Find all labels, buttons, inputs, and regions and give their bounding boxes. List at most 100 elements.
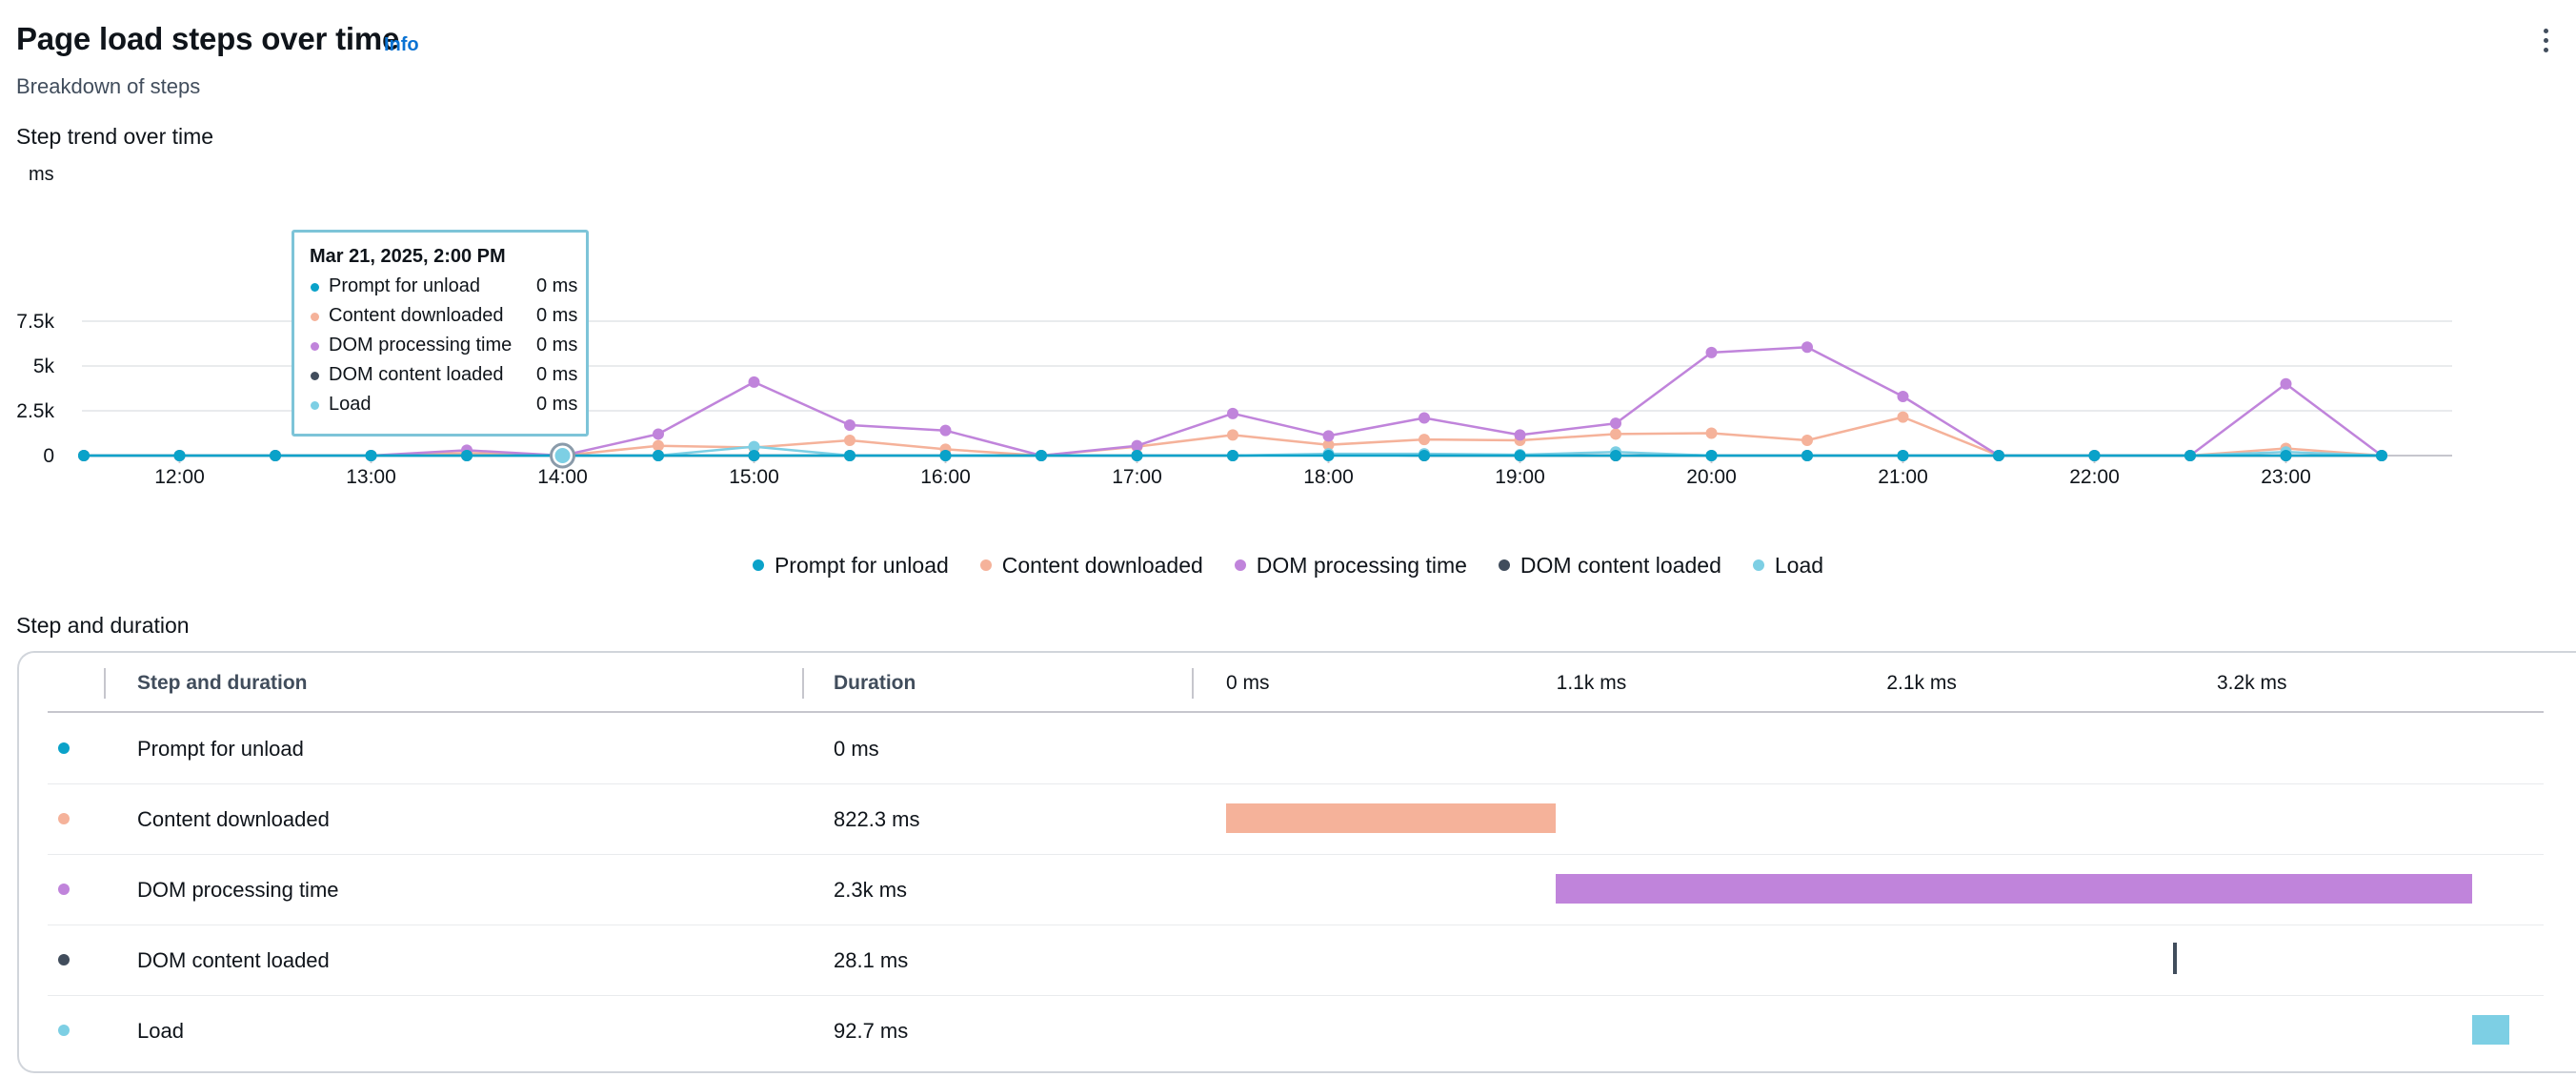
data-point [1705, 450, 1718, 461]
page-subtitle: Breakdown of steps [16, 74, 201, 98]
series-dot-icon [58, 954, 70, 965]
column-header-step[interactable]: Step and duration [137, 672, 308, 694]
y-tick-label: 7.5k [16, 311, 54, 333]
column-resizer[interactable] [802, 668, 804, 699]
x-tick-label: 13:00 [346, 466, 396, 488]
duration-bar [2472, 1015, 2510, 1045]
tooltip-series-value: 0 ms [536, 394, 578, 415]
data-point [1322, 450, 1335, 461]
data-point [1131, 450, 1143, 461]
data-point [1514, 450, 1526, 461]
chart-legend: Prompt for unload Content downloaded DOM… [0, 551, 2576, 579]
data-point [365, 450, 377, 461]
step-duration: 822.3 ms [834, 807, 920, 831]
series-dot-icon [58, 1025, 70, 1036]
x-tick-label: 21:00 [1878, 466, 1928, 488]
data-point [270, 450, 281, 461]
legend-item-content-downloaded[interactable]: Content downloaded [979, 551, 1203, 579]
duration-bar [1226, 803, 1557, 833]
x-tick-label: 23:00 [2261, 466, 2311, 488]
data-point [653, 450, 664, 461]
data-point [1419, 434, 1430, 446]
legend-item-dom-processing-time[interactable]: DOM processing time [1234, 551, 1467, 579]
timeline-axis-tick: 1.1k ms [1556, 672, 1627, 694]
data-point [461, 450, 473, 461]
legend-label: Load [1774, 552, 1824, 578]
step-duration: 0 ms [834, 737, 879, 761]
column-resizer[interactable] [104, 668, 106, 699]
series-dot-icon [311, 372, 319, 380]
series-dot-icon [1498, 559, 1510, 571]
table-row: Prompt for unload 0 ms [19, 714, 2544, 784]
data-point [1705, 346, 1718, 358]
step-name: Prompt for unload [137, 737, 304, 761]
data-point [844, 419, 855, 432]
column-header-duration[interactable]: Duration [834, 672, 916, 694]
info-link[interactable]: Info [384, 34, 419, 55]
series-dot-icon [311, 313, 319, 321]
tooltip-series-name: DOM processing time [329, 335, 513, 356]
y-tick-label: 0 [43, 445, 54, 467]
data-point [653, 439, 664, 452]
data-point [1227, 450, 1238, 461]
line-chart[interactable]: 0 2.5k 5k 7.5k 12:00 13:00 14:00 15:00 16:00 17:… [0, 191, 2576, 572]
data-point [1419, 412, 1430, 424]
data-point [1610, 417, 1621, 430]
series-dot-icon [311, 342, 319, 351]
data-point [1993, 450, 2004, 461]
data-point [1514, 429, 1526, 441]
tooltip-series-name: Prompt for unload [329, 275, 480, 296]
x-tick-label: 20:00 [1686, 466, 1737, 488]
column-resizer[interactable] [1192, 668, 1194, 699]
data-point [748, 440, 760, 453]
chart-series[interactable] [78, 341, 2387, 461]
table-row: DOM content loaded 28.1 ms [19, 925, 2544, 996]
data-point [1227, 407, 1238, 419]
data-point [1610, 450, 1621, 461]
tooltip-row: DOM processing time 0 ms [310, 335, 586, 364]
data-point [748, 376, 760, 388]
data-point [2184, 450, 2196, 461]
step-duration: 92.7 ms [834, 1019, 909, 1043]
legend-label: Content downloaded [1001, 552, 1203, 578]
tooltip-row: Load 0 ms [310, 394, 586, 423]
legend-item-dom-content-loaded[interactable]: DOM content loaded [1498, 551, 1721, 579]
data-point [1801, 450, 1813, 461]
data-point [1419, 450, 1430, 461]
legend-item-prompt-for-unload[interactable]: Prompt for unload [752, 551, 949, 579]
step-duration: 2.3k ms [834, 878, 908, 902]
data-point [1897, 411, 1909, 423]
data-point [844, 435, 855, 447]
legend-item-load[interactable]: Load [1752, 551, 1824, 579]
data-point [1801, 435, 1813, 447]
data-point [78, 450, 90, 461]
data-point [653, 428, 664, 440]
y-axis-unit-label: ms [29, 164, 54, 185]
table-row: Content downloaded 822.3 ms [19, 784, 2544, 855]
tooltip-row: DOM content loaded 0 ms [310, 364, 586, 394]
chart-tooltip: Mar 21, 2025, 2:00 PM Prompt for unload … [292, 230, 589, 437]
row-divider [48, 854, 2544, 855]
x-tick-label: 19:00 [1495, 466, 1545, 488]
y-tick-label: 5k [33, 356, 55, 377]
y-tick-label: 2.5k [16, 400, 54, 422]
data-point [1801, 341, 1813, 354]
timeline-axis-tick: 0 ms [1226, 672, 1270, 694]
tooltip-row: Content downloaded 0 ms [310, 305, 586, 335]
legend-label: Prompt for unload [774, 552, 949, 578]
more-options-icon[interactable] [2538, 29, 2553, 55]
step-duration-table: Step and duration Duration 0 ms 1.1k ms … [17, 651, 2576, 1073]
y-axis-ticks: 0 2.5k 5k 7.5k [16, 311, 54, 467]
data-point [1897, 450, 1909, 461]
tooltip-series-value: 0 ms [536, 275, 578, 296]
row-divider [48, 783, 2544, 784]
tooltip-series-name: Load [329, 394, 372, 415]
row-divider [48, 995, 2544, 996]
data-point [1610, 428, 1621, 440]
step-name: DOM processing time [137, 878, 339, 902]
tooltip-series-name: DOM content loaded [329, 364, 504, 385]
data-point [844, 450, 855, 461]
data-point [2088, 450, 2101, 461]
legend-label: DOM processing time [1256, 552, 1467, 578]
tooltip-title: Mar 21, 2025, 2:00 PM [310, 246, 506, 267]
